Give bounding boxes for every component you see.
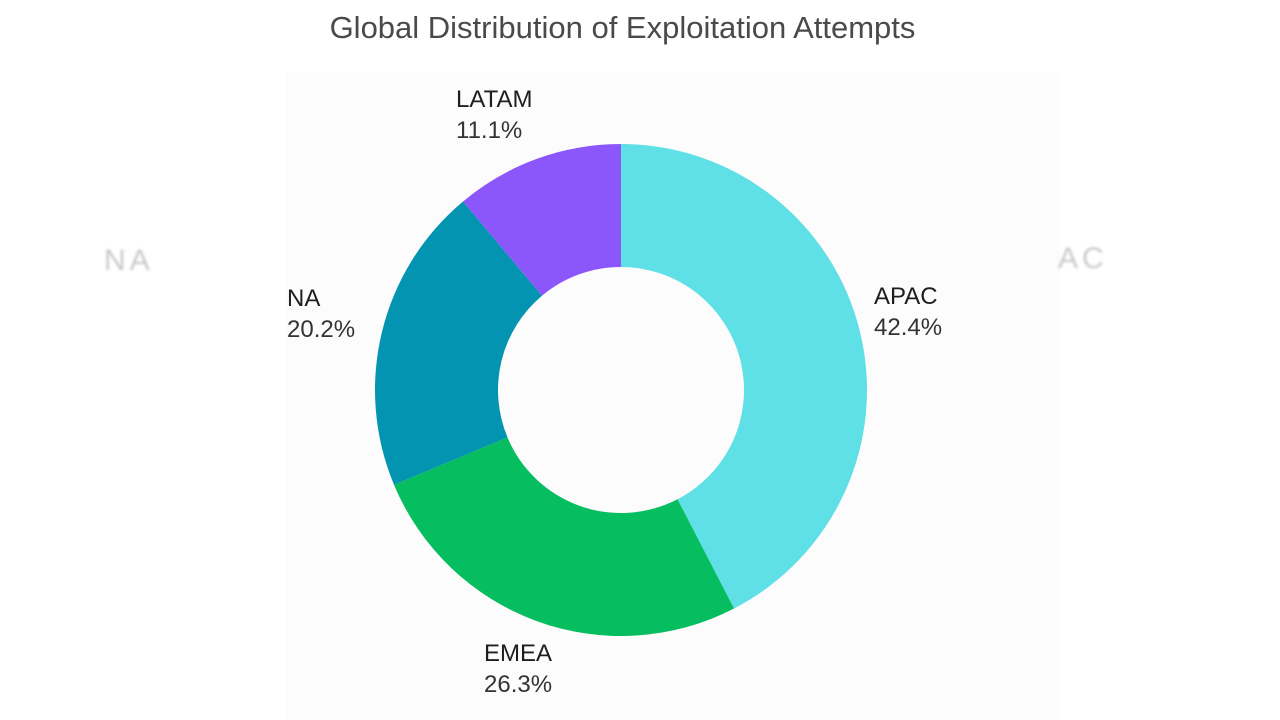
- slice-name-na: NA: [287, 285, 321, 312]
- slice-name-latam: LATAM: [456, 86, 533, 113]
- donut-slice-na: [374, 201, 543, 485]
- slice-value-apac: 42.4%: [874, 314, 943, 341]
- ghost-label-left: NA: [104, 244, 154, 277]
- slice-label-latam: LATAM 11.1%: [456, 84, 532, 146]
- donut-slice-emea: [394, 437, 735, 636]
- donut-slice-latam: [463, 144, 621, 296]
- slice-label-na: NA 20.2%: [287, 283, 355, 345]
- slice-value-na: 20.2%: [287, 316, 356, 343]
- donut-slice-apac: [621, 144, 867, 609]
- slice-name-emea: EMEA: [484, 640, 553, 667]
- slice-value-latam: 11.1%: [456, 117, 523, 144]
- ghost-label-right: AC: [1058, 242, 1108, 275]
- slice-label-emea: EMEA 26.3%: [484, 638, 552, 700]
- slice-value-emea: 26.3%: [484, 671, 553, 698]
- chart-title: Global Distribution of Exploitation Atte…: [329, 10, 916, 45]
- slice-name-apac: APAC: [874, 283, 938, 310]
- slice-label-apac: APAC 42.4%: [874, 281, 942, 343]
